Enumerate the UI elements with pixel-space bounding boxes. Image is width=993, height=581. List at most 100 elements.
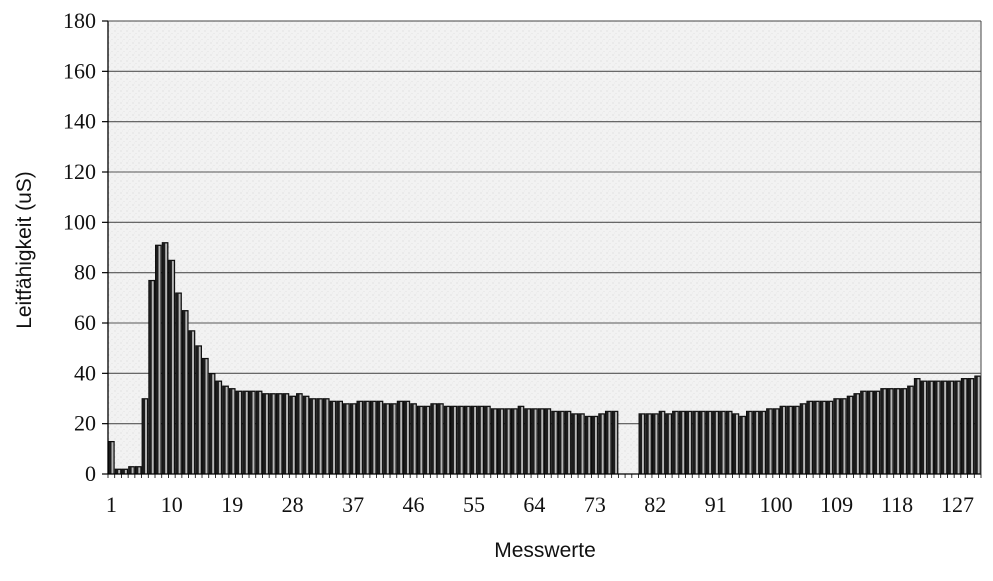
bar <box>316 398 323 475</box>
bar <box>813 400 820 475</box>
bar-body <box>396 400 404 475</box>
bar-highlight <box>769 409 772 474</box>
bar <box>437 403 444 475</box>
bar-highlight <box>843 399 846 474</box>
bar-body <box>457 405 464 475</box>
bar-highlight <box>500 409 503 474</box>
bar-body <box>544 408 552 475</box>
bar <box>228 388 236 475</box>
bar-highlight <box>373 402 376 474</box>
bar <box>920 380 928 475</box>
bar <box>598 413 605 475</box>
bar-body <box>168 259 176 475</box>
bar <box>564 410 572 475</box>
bar-body <box>598 413 605 475</box>
bar-body <box>913 378 921 475</box>
bar <box>195 345 202 475</box>
bar-highlight <box>245 391 248 474</box>
y-tick-label: 80 <box>74 260 96 285</box>
bar <box>477 405 485 475</box>
bar <box>309 398 317 475</box>
bar-body <box>128 466 135 475</box>
bar <box>766 408 773 475</box>
bar-body <box>591 415 599 475</box>
bar-body <box>651 413 659 475</box>
bar-highlight <box>689 412 691 474</box>
bar <box>383 403 391 475</box>
bar <box>806 400 814 475</box>
bar-body <box>927 380 934 475</box>
bar-highlight <box>185 311 188 474</box>
y-tick-label: 0 <box>85 461 96 486</box>
bar <box>819 400 827 475</box>
bar-highlight <box>514 409 517 474</box>
bar <box>161 242 169 475</box>
bar-highlight <box>239 391 242 474</box>
bar-body <box>383 403 391 475</box>
bar-highlight <box>232 389 235 474</box>
bar-body <box>934 380 941 475</box>
bar <box>443 405 451 475</box>
bar-body <box>752 410 760 475</box>
y-tick-label: 100 <box>63 209 96 234</box>
bar-highlight <box>366 402 369 474</box>
bar <box>202 357 209 475</box>
bar <box>866 390 874 475</box>
bar-highlight <box>312 399 315 474</box>
bar-highlight <box>507 409 510 474</box>
bar-body <box>228 388 236 475</box>
bar-body <box>900 388 908 475</box>
bar-highlight <box>668 414 671 474</box>
bar-highlight <box>971 379 973 474</box>
x-tick-label: 73 <box>584 492 606 517</box>
bar <box>208 373 216 475</box>
bar-body <box>793 405 800 475</box>
bar-body <box>148 279 155 475</box>
bar-body <box>692 410 699 475</box>
bar-highlight <box>715 412 718 474</box>
bar <box>416 405 424 475</box>
bar-highlight <box>749 412 752 474</box>
bar-highlight <box>662 412 665 474</box>
bar-highlight <box>198 346 201 474</box>
bar <box>860 390 867 475</box>
bar-highlight <box>165 243 168 474</box>
bar-highlight <box>259 391 262 474</box>
bar-body <box>202 357 209 475</box>
bar <box>262 393 270 475</box>
bar-highlight <box>541 409 544 474</box>
bar-body <box>450 405 458 475</box>
bar-highlight <box>145 399 147 474</box>
bar <box>504 408 511 475</box>
bar-highlight <box>252 391 255 474</box>
bar-highlight <box>648 414 651 474</box>
bar-highlight <box>944 381 947 474</box>
bar <box>786 405 793 475</box>
bar-body <box>336 400 344 475</box>
bar-highlight <box>218 381 221 474</box>
bar-highlight <box>917 379 920 474</box>
y-tick-label: 180 <box>63 8 96 33</box>
bar <box>913 378 921 475</box>
bar-body <box>557 410 565 475</box>
bar-highlight <box>225 386 228 474</box>
bar-body <box>316 398 323 475</box>
bar <box>148 279 155 475</box>
x-tick-label: 118 <box>881 492 913 517</box>
bar <box>954 380 961 475</box>
bar-highlight <box>950 381 953 474</box>
bar-highlight <box>762 412 765 474</box>
bar <box>927 380 934 475</box>
bar-highlight <box>272 394 275 474</box>
bar-body <box>114 468 122 475</box>
bar <box>141 398 149 475</box>
bar <box>410 403 417 475</box>
bar-body <box>705 410 713 475</box>
bar-body <box>477 405 485 475</box>
bar <box>376 400 384 475</box>
bar-body <box>269 393 276 475</box>
x-tick-label: 1 <box>106 492 117 517</box>
bar-body <box>766 408 773 475</box>
bar-body <box>645 413 652 475</box>
bar-highlight <box>776 409 779 474</box>
